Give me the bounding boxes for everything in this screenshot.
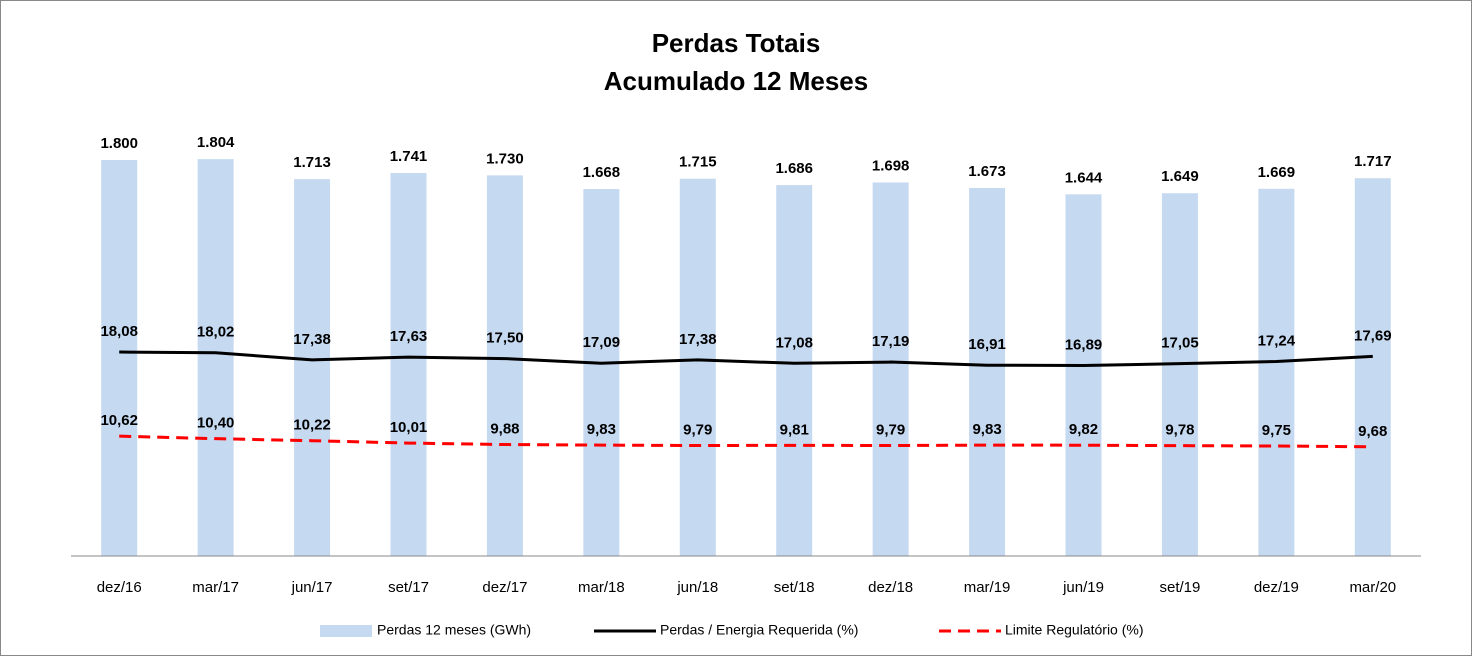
bar (101, 160, 138, 556)
x-tick-label: mar/20 (1349, 579, 1396, 596)
bar (197, 159, 234, 556)
line-value-label: 10,40 (197, 415, 235, 432)
line-value-label: 17,19 (872, 333, 910, 350)
line-value-label: 18,02 (197, 324, 235, 341)
bar-value-label: 1.730 (486, 150, 524, 167)
bar-value-label: 1.698 (872, 157, 910, 174)
x-tick-label: dez/17 (482, 579, 527, 596)
line-value-label: 10,62 (100, 412, 138, 429)
line-value-label: 17,50 (486, 330, 524, 347)
legend-label: Limite Regulatório (%) (1005, 622, 1144, 638)
bar-value-label: 1.715 (679, 154, 717, 171)
line (119, 350, 1373, 367)
bar-value-label: 1.669 (1258, 164, 1296, 181)
line-value-label: 10,22 (293, 417, 331, 434)
line-value-label: 16,89 (1065, 336, 1103, 353)
bar-value-label: 1.804 (197, 134, 235, 151)
x-tick-label: jun/18 (676, 579, 718, 596)
line-value-label: 17,05 (1161, 335, 1199, 352)
bar-value-label: 1.800 (100, 135, 138, 152)
x-tick-label: mar/19 (964, 579, 1011, 596)
bar-value-label: 1.644 (1065, 169, 1103, 186)
bar (1258, 188, 1295, 556)
bar (969, 187, 1006, 556)
bar (679, 178, 716, 556)
x-tick-label: mar/18 (578, 579, 625, 596)
bar (1065, 194, 1102, 556)
line-value-label: 9,78 (1165, 422, 1194, 439)
line-value-label: 17,24 (1258, 332, 1296, 349)
bar-value-label: 1.717 (1354, 153, 1392, 170)
line-value-label: 17,63 (390, 328, 428, 345)
bar-value-label: 1.713 (293, 154, 331, 171)
bar (1161, 193, 1198, 556)
line-value-label: 9,82 (1069, 421, 1098, 438)
line-value-label: 9,83 (587, 421, 616, 438)
bar-value-label: 1.741 (390, 148, 428, 165)
x-tick-label: dez/16 (97, 579, 142, 596)
bar-value-label: 1.668 (583, 164, 621, 181)
line-value-label: 9,75 (1262, 422, 1291, 439)
x-tick-label: set/19 (1159, 579, 1200, 596)
x-tick-label: jun/17 (291, 579, 333, 596)
bar (776, 185, 813, 556)
x-tick-label: mar/17 (192, 579, 239, 596)
x-tick-label: set/17 (388, 579, 429, 596)
bar-value-label: 1.686 (775, 160, 813, 177)
legend-label: Perdas 12 meses (GWh) (377, 622, 531, 638)
legend-label: Perdas / Energia Requerida (%) (660, 622, 858, 638)
x-tick-label: dez/19 (1254, 579, 1299, 596)
bar-value-label: 1.649 (1161, 168, 1199, 185)
bar (486, 175, 523, 556)
line-value-label: 9,79 (683, 422, 712, 439)
bar (583, 189, 620, 557)
line-value-label: 17,38 (679, 331, 717, 348)
chart-title: Perdas Totais (652, 28, 821, 58)
line-value-label: 9,83 (972, 421, 1001, 438)
line-value-label: 9,88 (490, 421, 519, 438)
x-tick-label: set/18 (774, 579, 815, 596)
bar (1354, 178, 1391, 556)
x-tick-label: jun/19 (1062, 579, 1104, 596)
line-value-label: 9,81 (780, 421, 809, 438)
bar (294, 179, 331, 556)
line-value-label: 17,08 (775, 334, 813, 351)
bar (390, 172, 427, 557)
line-value-label: 10,01 (390, 419, 428, 436)
chart-subtitle: Acumulado 12 Meses (604, 66, 868, 96)
line-value-label: 16,91 (968, 336, 1006, 353)
bar-value-label: 1.673 (968, 163, 1006, 180)
line-value-label: 17,09 (583, 334, 621, 351)
line-value-label: 17,69 (1354, 327, 1392, 344)
line-value-label: 17,38 (293, 331, 331, 348)
line-value-label: 9,79 (876, 422, 905, 439)
x-tick-label: dez/18 (868, 579, 913, 596)
line-value-label: 9,68 (1358, 423, 1387, 440)
legend-swatch (320, 625, 372, 637)
bar (872, 182, 909, 556)
line-value-label: 18,08 (100, 323, 138, 340)
